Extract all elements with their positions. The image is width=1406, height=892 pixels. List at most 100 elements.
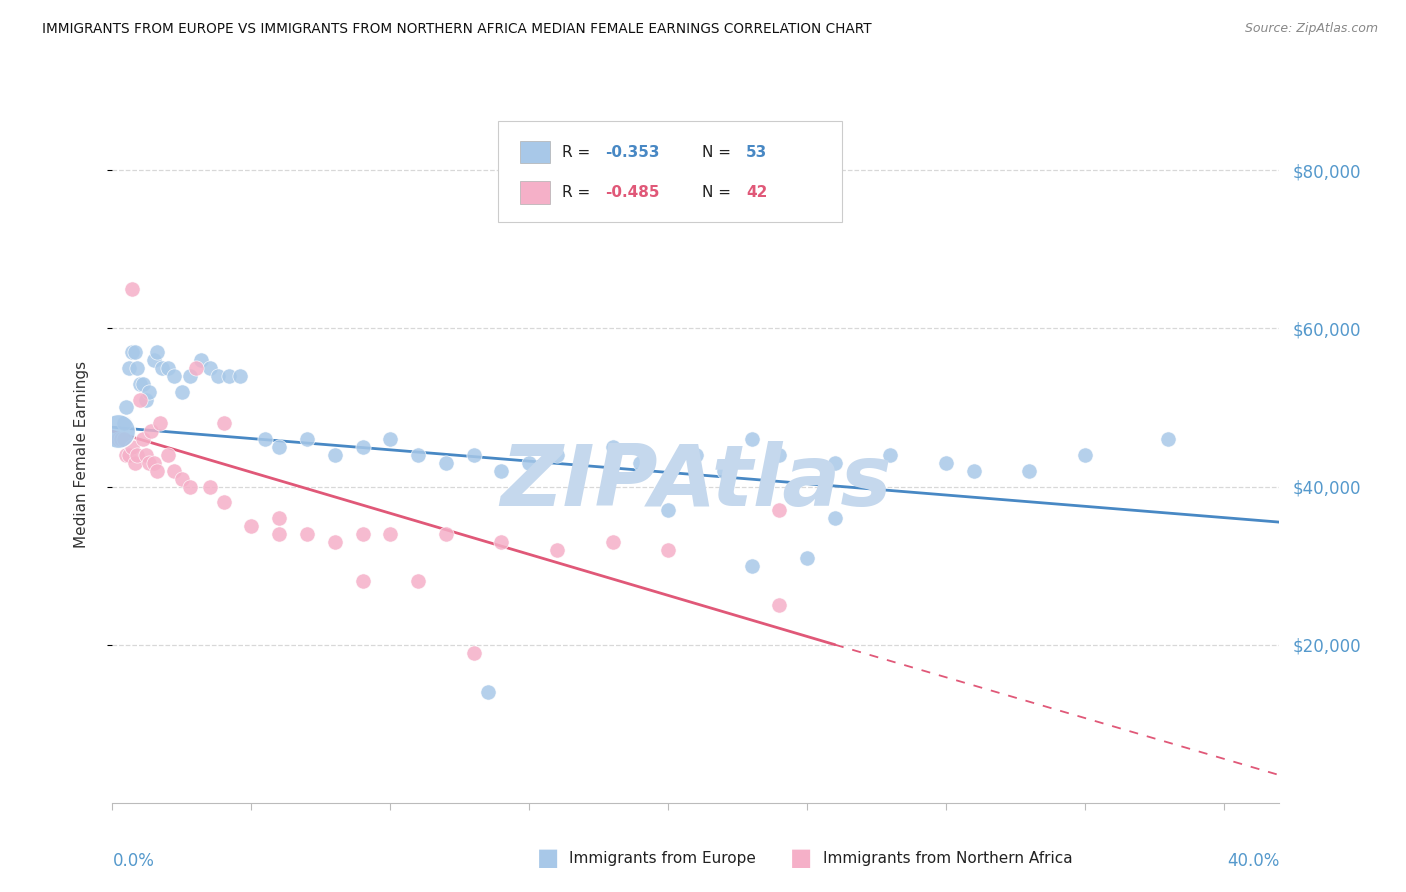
Point — [149, 417, 172, 431]
Point — [602, 440, 624, 454]
Point — [685, 448, 707, 462]
Point — [434, 456, 457, 470]
Text: 0.0%: 0.0% — [112, 852, 155, 870]
Point — [491, 464, 513, 478]
Point — [546, 542, 568, 557]
Text: N =: N = — [702, 145, 735, 160]
Point — [146, 345, 169, 359]
Point — [107, 424, 129, 438]
Text: 40.0%: 40.0% — [1227, 852, 1279, 870]
Point — [269, 511, 291, 525]
Point — [207, 368, 229, 383]
Point — [157, 361, 180, 376]
Point — [352, 527, 374, 541]
Point — [352, 440, 374, 454]
Point — [179, 479, 201, 493]
Point — [107, 432, 129, 446]
Point — [162, 464, 184, 478]
FancyBboxPatch shape — [498, 121, 842, 222]
Point — [546, 448, 568, 462]
FancyBboxPatch shape — [520, 141, 550, 163]
Point — [269, 440, 291, 454]
Point — [212, 495, 235, 509]
Point — [240, 519, 263, 533]
Point — [138, 384, 160, 399]
Point — [121, 282, 143, 296]
Point — [115, 401, 138, 415]
Point — [124, 345, 146, 359]
Point — [602, 535, 624, 549]
Point — [963, 464, 986, 478]
Point — [112, 432, 135, 446]
Point — [269, 527, 291, 541]
Point — [212, 417, 235, 431]
Point — [434, 527, 457, 541]
Point — [517, 456, 540, 470]
Point — [115, 448, 138, 462]
Point — [135, 392, 157, 407]
Point — [152, 361, 174, 376]
Point — [657, 503, 679, 517]
Point — [132, 376, 155, 391]
Point — [628, 456, 651, 470]
Point — [124, 456, 146, 470]
Point — [121, 345, 143, 359]
Point — [141, 424, 163, 438]
Point — [796, 550, 818, 565]
Point — [190, 353, 212, 368]
Point — [406, 448, 429, 462]
Point — [229, 368, 252, 383]
Point — [657, 542, 679, 557]
Y-axis label: Median Female Earnings: Median Female Earnings — [75, 361, 89, 549]
Point — [935, 456, 957, 470]
Point — [1018, 464, 1040, 478]
Point — [323, 535, 346, 549]
Point — [127, 361, 149, 376]
Point — [198, 361, 221, 376]
Point — [112, 417, 135, 431]
Text: -0.353: -0.353 — [605, 145, 659, 160]
Point — [1074, 448, 1097, 462]
Text: R =: R = — [562, 186, 595, 200]
Point — [129, 376, 152, 391]
Text: Source: ZipAtlas.com: Source: ZipAtlas.com — [1244, 22, 1378, 36]
Point — [179, 368, 201, 383]
Point — [143, 456, 166, 470]
Point — [146, 464, 169, 478]
Point — [218, 368, 240, 383]
Point — [162, 368, 184, 383]
Point — [477, 685, 499, 699]
Point — [741, 432, 763, 446]
Point — [118, 448, 141, 462]
Point — [170, 472, 193, 486]
Point — [143, 353, 166, 368]
Text: -0.485: -0.485 — [605, 186, 659, 200]
Point — [121, 440, 143, 454]
Point — [170, 384, 193, 399]
Point — [463, 448, 485, 462]
Point — [824, 456, 846, 470]
Point — [713, 464, 735, 478]
Text: ZIPAtlas: ZIPAtlas — [501, 442, 891, 524]
Point — [127, 448, 149, 462]
Point — [380, 527, 402, 541]
Point — [138, 456, 160, 470]
Text: 42: 42 — [747, 186, 768, 200]
Point — [135, 448, 157, 462]
Text: 53: 53 — [747, 145, 768, 160]
Text: ■: ■ — [790, 847, 813, 870]
Text: Immigrants from Europe: Immigrants from Europe — [569, 851, 756, 865]
Point — [380, 432, 402, 446]
Point — [295, 527, 318, 541]
Point — [768, 598, 790, 612]
Point — [768, 503, 790, 517]
Point — [198, 479, 221, 493]
Point — [824, 511, 846, 525]
Point — [463, 646, 485, 660]
Point — [157, 448, 180, 462]
Point — [768, 448, 790, 462]
Text: N =: N = — [702, 186, 735, 200]
Point — [295, 432, 318, 446]
Point — [1157, 432, 1180, 446]
Point — [110, 432, 132, 446]
